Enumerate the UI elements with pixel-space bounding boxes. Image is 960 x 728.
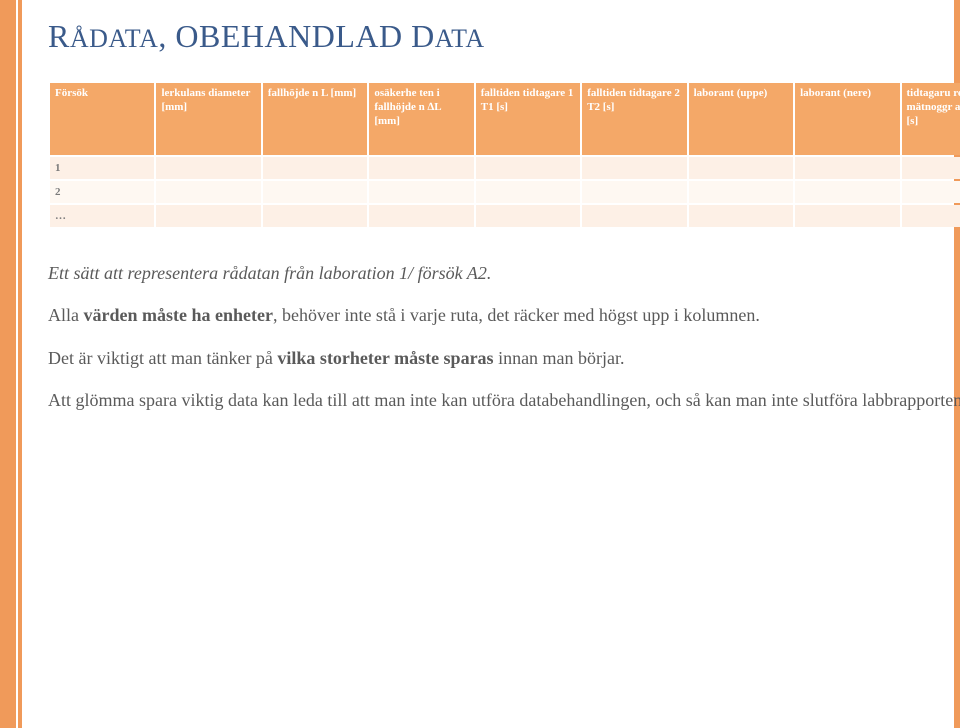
cell xyxy=(156,205,260,227)
col-header: fallhöjde n L [mm] xyxy=(263,83,367,155)
title-part: OBEHANDLAD xyxy=(175,18,402,54)
cell xyxy=(902,181,960,203)
paragraph: Ett sätt att representera rådatan från l… xyxy=(48,261,960,285)
table-row: 2 xyxy=(50,181,960,203)
table-row: 1 xyxy=(50,157,960,179)
title-part: ÅDATA xyxy=(70,24,159,53)
cell xyxy=(156,157,260,179)
col-header: falltiden tidtagare 2 T2 [s] xyxy=(582,83,686,155)
body-text: Ett sätt att representera rådatan från l… xyxy=(48,261,960,412)
lead-sentence: Ett sätt att representera rådatan från l… xyxy=(48,263,491,283)
text: Det är viktigt att man tänker på xyxy=(48,348,277,368)
text: Alla xyxy=(48,305,84,325)
text: , behöver inte stå i varje ruta, det räc… xyxy=(273,305,760,325)
col-header: osäkerhe ten i fallhöjde n ∆L [mm] xyxy=(369,83,473,155)
col-header: laborant (uppe) xyxy=(689,83,793,155)
side-accent-left-thin xyxy=(18,0,22,728)
bold-text: vilka storheter måste sparas xyxy=(277,348,493,368)
cell xyxy=(156,181,260,203)
table-row: … xyxy=(50,205,960,227)
paragraph: Alla värden måste ha enheter, behöver in… xyxy=(48,303,960,327)
cell xyxy=(476,157,580,179)
cell xyxy=(263,157,367,179)
cell xyxy=(689,205,793,227)
cell xyxy=(369,205,473,227)
title-part: R xyxy=(48,18,70,54)
cell xyxy=(476,181,580,203)
cell xyxy=(689,181,793,203)
col-header: Försök xyxy=(50,83,154,155)
cell xyxy=(263,181,367,203)
row-label: 2 xyxy=(50,181,154,203)
cell xyxy=(582,181,686,203)
bold-text: värden måste ha enheter xyxy=(84,305,273,325)
table-header-row: Försök lerkulans diameter [mm] fallhöjde… xyxy=(50,83,960,155)
text: innan man börjar. xyxy=(494,348,625,368)
cell xyxy=(795,205,899,227)
cell xyxy=(369,181,473,203)
cell xyxy=(795,181,899,203)
cell xyxy=(582,157,686,179)
cell xyxy=(369,157,473,179)
col-header: falltiden tidtagare 1 T1 [s] xyxy=(476,83,580,155)
paragraph: Det är viktigt att man tänker på vilka s… xyxy=(48,346,960,370)
raw-data-table: Försök lerkulans diameter [mm] fallhöjde… xyxy=(48,81,960,229)
cell xyxy=(476,205,580,227)
cell xyxy=(795,157,899,179)
slide-content: RÅDATA, OBEHANDLAD DATA Försök lerkulans… xyxy=(48,18,960,678)
cell xyxy=(902,157,960,179)
title-part: , xyxy=(158,18,175,54)
cell xyxy=(263,205,367,227)
cell xyxy=(902,205,960,227)
col-header: lerkulans diameter [mm] xyxy=(156,83,260,155)
page-title: RÅDATA, OBEHANDLAD DATA xyxy=(48,18,960,55)
cell xyxy=(582,205,686,227)
title-part: D xyxy=(403,18,435,54)
col-header: tidtagaru rets mätnoggr annhet [s] xyxy=(902,83,960,155)
title-part: ATA xyxy=(435,24,485,53)
row-label: … xyxy=(50,205,154,227)
cell xyxy=(689,157,793,179)
paragraph: Att glömma spara viktig data kan leda ti… xyxy=(48,388,960,412)
row-label: 1 xyxy=(50,157,154,179)
col-header: laborant (nere) xyxy=(795,83,899,155)
